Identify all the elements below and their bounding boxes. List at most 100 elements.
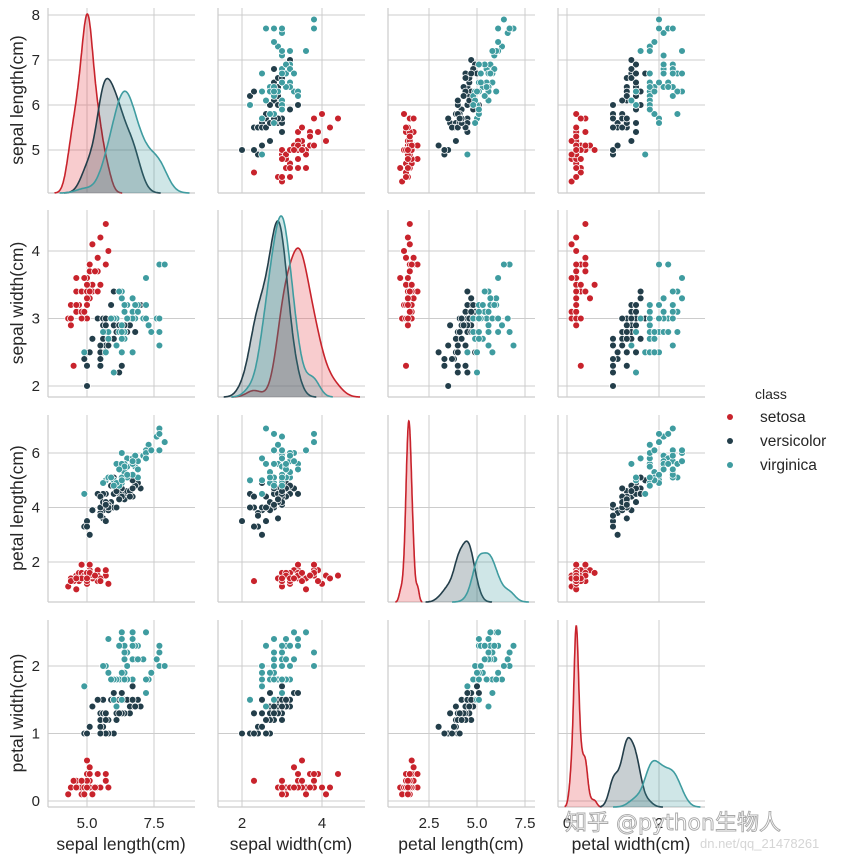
point-setosa-r2-c1-15: [334, 571, 342, 580]
point-virginica-r3-c1-42: [266, 669, 274, 677]
point-virginica-r1-c0-21: [99, 328, 107, 336]
point-versicolor-r3-c2-45: [457, 716, 466, 724]
point-virginica-r1-c0-35: [155, 314, 164, 323]
point-virginica-r0-c3-29: [636, 47, 645, 55]
point-versicolor-r2-c3-31: [609, 511, 617, 520]
point-virginica-r0-c1-49: [278, 105, 286, 114]
point-setosa-r1-c3-33: [572, 233, 580, 242]
point-versicolor-r1-c3-29: [609, 341, 617, 350]
panel-r3-c1: [217, 620, 365, 808]
point-virginica-r2-c1-32: [270, 460, 278, 468]
watermark: dn.net/qq_21478261 知乎 @python生物人: [565, 811, 820, 851]
point-setosa-r0-c3-36: [572, 123, 580, 132]
point-versicolor-r0-c3-12: [609, 101, 617, 109]
point-setosa-r3-c2-23: [409, 763, 418, 772]
point-setosa-r1-c0-45: [77, 314, 86, 323]
point-setosa-r2-c3-44: [581, 560, 590, 569]
point-setosa-r3-c1-45: [278, 777, 286, 785]
point-setosa-r2-c0-18: [102, 566, 110, 574]
kde-fill-virginica-c1: [231, 216, 333, 397]
point-setosa-r1-c0-14: [104, 247, 113, 255]
point-versicolor-r3-c2-49: [455, 709, 464, 718]
point-setosa-r3-c2-45: [404, 777, 412, 785]
point-virginica-r3-c1-8: [258, 675, 266, 684]
point-versicolor-r1-c3-10: [609, 382, 617, 390]
point-setosa-r2-c1-33: [326, 574, 334, 583]
point-virginica-r3-c1-47: [278, 662, 286, 670]
point-virginica-r3-c1-32: [270, 648, 278, 657]
point-setosa-r1-c0-47: [72, 301, 81, 309]
point-setosa-r1-c0-48: [91, 267, 99, 276]
point-versicolor-r2-c0-48: [85, 531, 94, 539]
point-virginica-r3-c2-33: [475, 696, 483, 704]
point-virginica-r2-c3-43: [669, 451, 677, 460]
point-versicolor-r2-c0-31: [96, 511, 105, 520]
point-setosa-r3-c1-37: [302, 790, 310, 799]
point-virginica-r1-c3-47: [655, 314, 663, 323]
point-virginica-r1-c3-18: [669, 341, 677, 350]
point-virginica-r1-c0-41: [134, 308, 142, 316]
x-tick-label-c1-1: 4: [318, 815, 326, 832]
point-virginica-r0-c3-9: [678, 47, 686, 55]
point-setosa-r2-c0-24: [77, 560, 86, 569]
y-axis-label-0: sepal length(cm): [7, 35, 27, 164]
point-setosa-r0-c3-45: [577, 155, 585, 163]
point-versicolor-r1-c0-42: [104, 341, 113, 350]
x-axis-label-3: petal width(cm): [572, 834, 691, 854]
point-versicolor-r2-c3-23: [618, 484, 626, 493]
point-virginica-r0-c1-31: [310, 15, 318, 24]
point-virginica-r1-c0-25: [142, 301, 150, 309]
point-virginica-r2-c3-49: [646, 473, 654, 482]
point-setosa-r0-c3-13: [567, 177, 576, 186]
point-setosa-r1-c3-49: [572, 294, 580, 303]
point-virginica-r1-c0-49: [107, 314, 115, 323]
point-setosa-r1-c3-32: [567, 240, 576, 249]
point-versicolor-r0-c3-34: [632, 128, 640, 136]
point-virginica-r0-c1-29: [278, 47, 286, 55]
point-virginica-r2-c0-29: [142, 454, 150, 463]
point-virginica-r2-c0-30: [147, 446, 156, 455]
point-virginica-r0-c3-49: [646, 105, 654, 114]
point-virginica-r3-c0-47: [123, 662, 131, 670]
point-versicolor-r1-c2-31: [448, 355, 456, 363]
point-virginica-r1-c0-8: [128, 348, 137, 357]
point-virginica-r2-c3-17: [664, 430, 672, 438]
point-setosa-r3-c1-33: [326, 783, 334, 792]
point-versicolor-r1-c3-39: [623, 348, 631, 357]
point-setosa-r1-c0-15: [102, 220, 110, 228]
point-virginica-r1-c2-3: [484, 321, 493, 330]
point-setosa-r0-c1-49: [290, 146, 298, 154]
point-setosa-r1-c0-46: [85, 260, 94, 269]
point-virginica-r2-c3-29: [636, 454, 645, 463]
point-versicolor-r0-c3-43: [609, 146, 617, 154]
point-virginica-r0-c3-5: [659, 29, 668, 37]
point-setosa-r2-c0-44: [85, 560, 94, 569]
point-virginica-r1-c2-31: [500, 260, 508, 269]
point-versicolor-r1-c2-43: [440, 362, 449, 370]
legend-marker-versicolor: [727, 438, 733, 444]
point-virginica-r1-c0-46: [118, 348, 126, 357]
point-virginica-r0-c1-48: [294, 92, 302, 100]
point-setosa-r0-c1-42: [286, 173, 294, 181]
point-virginica-r2-c1-49: [278, 473, 286, 482]
point-virginica-r0-c1-44: [290, 69, 298, 78]
point-virginica-r0-c1-18: [262, 24, 270, 33]
point-virginica-r0-c1-22: [270, 24, 278, 33]
point-versicolor-r0-c3-2: [632, 60, 640, 69]
point-virginica-r1-c0-47: [123, 314, 131, 323]
point-versicolor-r1-c2-49: [455, 328, 464, 336]
point-versicolor-r1-c3-6: [636, 294, 645, 303]
point-virginica-r1-c0-9: [142, 274, 150, 282]
point-virginica-r3-c1-26: [270, 675, 278, 684]
point-setosa-r1-c2-41: [402, 362, 410, 370]
point-setosa-r0-c3-14: [572, 110, 580, 118]
point-setosa-r2-c1-16: [314, 577, 322, 585]
point-versicolor-r2-c3-17: [609, 501, 617, 509]
point-versicolor-r0-c2-43: [440, 146, 449, 154]
point-setosa-r3-c1-43: [298, 756, 306, 765]
x-tick-label-c3-0: 0: [563, 815, 571, 832]
point-virginica-r0-c1-21: [270, 119, 278, 127]
point-versicolor-r3-c0-35: [110, 689, 118, 697]
kde-line-versicolor-c3: [599, 736, 663, 808]
point-setosa-r1-c3-14: [572, 247, 580, 255]
